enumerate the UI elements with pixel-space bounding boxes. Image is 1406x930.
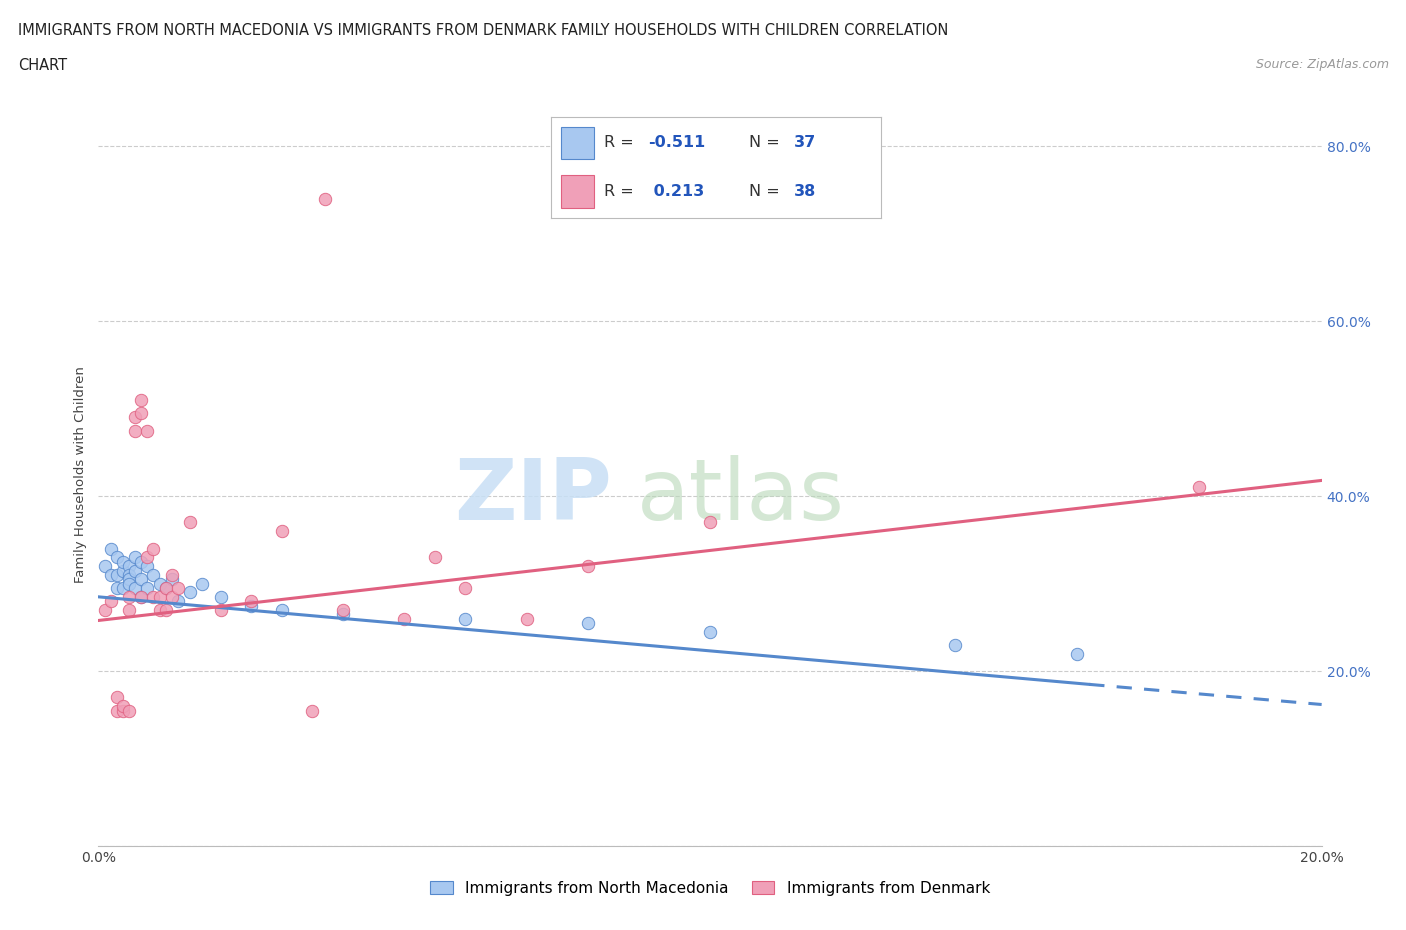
Point bbox=[332, 603, 354, 618]
Point bbox=[301, 703, 323, 718]
Point bbox=[129, 554, 152, 569]
Text: 37: 37 bbox=[794, 135, 815, 151]
Point bbox=[270, 603, 292, 618]
Point bbox=[1066, 646, 1088, 661]
Point bbox=[209, 603, 232, 618]
Point bbox=[136, 550, 159, 565]
Point bbox=[209, 590, 232, 604]
Point bbox=[576, 559, 599, 574]
Point bbox=[129, 572, 152, 587]
Text: Source: ZipAtlas.com: Source: ZipAtlas.com bbox=[1256, 58, 1389, 71]
Point bbox=[118, 567, 141, 582]
Point bbox=[105, 703, 128, 718]
Point bbox=[516, 611, 538, 626]
Point bbox=[142, 590, 165, 604]
Point bbox=[155, 603, 177, 618]
Point bbox=[136, 580, 159, 595]
Text: 0.213: 0.213 bbox=[648, 183, 704, 198]
Point bbox=[129, 590, 152, 604]
Point bbox=[179, 515, 201, 530]
Point bbox=[240, 593, 263, 608]
Point bbox=[149, 590, 172, 604]
Point bbox=[124, 423, 146, 438]
Point bbox=[100, 541, 122, 556]
Point bbox=[149, 577, 172, 591]
Point bbox=[129, 590, 152, 604]
Text: ZIP: ZIP bbox=[454, 455, 612, 538]
Text: R =: R = bbox=[603, 135, 638, 151]
Point bbox=[576, 616, 599, 631]
Point bbox=[118, 559, 141, 574]
Point bbox=[111, 564, 134, 578]
Point bbox=[142, 567, 165, 582]
Text: IMMIGRANTS FROM NORTH MACEDONIA VS IMMIGRANTS FROM DENMARK FAMILY HOUSEHOLDS WIT: IMMIGRANTS FROM NORTH MACEDONIA VS IMMIG… bbox=[18, 23, 949, 38]
Point bbox=[111, 698, 134, 713]
Text: R =: R = bbox=[603, 183, 638, 198]
Legend: Immigrants from North Macedonia, Immigrants from Denmark: Immigrants from North Macedonia, Immigra… bbox=[423, 875, 997, 902]
Point bbox=[129, 392, 152, 407]
Point bbox=[129, 405, 152, 420]
Point bbox=[191, 577, 214, 591]
Point bbox=[100, 593, 122, 608]
Y-axis label: Family Households with Children: Family Households with Children bbox=[73, 365, 87, 583]
FancyBboxPatch shape bbox=[561, 127, 593, 159]
Point bbox=[93, 559, 115, 574]
Point bbox=[240, 598, 263, 613]
Point bbox=[699, 515, 721, 530]
Point bbox=[124, 564, 146, 578]
Point bbox=[392, 611, 416, 626]
Point bbox=[105, 567, 128, 582]
Text: N =: N = bbox=[749, 183, 785, 198]
Point bbox=[270, 524, 292, 538]
Point bbox=[454, 611, 477, 626]
Point bbox=[423, 550, 446, 565]
Point bbox=[124, 410, 146, 425]
Point bbox=[118, 577, 141, 591]
Point bbox=[111, 703, 134, 718]
Text: 38: 38 bbox=[794, 183, 815, 198]
Point bbox=[155, 580, 177, 595]
Point bbox=[179, 585, 201, 600]
Text: N =: N = bbox=[749, 135, 785, 151]
Text: CHART: CHART bbox=[18, 58, 67, 73]
Point bbox=[160, 590, 183, 604]
Point bbox=[136, 559, 159, 574]
Point bbox=[100, 567, 122, 582]
Point bbox=[118, 703, 141, 718]
Point bbox=[167, 593, 190, 608]
Point bbox=[105, 580, 128, 595]
Point bbox=[699, 624, 721, 639]
Point bbox=[314, 192, 336, 206]
Point bbox=[105, 550, 128, 565]
Point bbox=[118, 572, 141, 587]
Point bbox=[167, 580, 190, 595]
Point bbox=[136, 423, 159, 438]
Point bbox=[332, 607, 354, 622]
Point bbox=[124, 580, 146, 595]
Point bbox=[155, 580, 177, 595]
Point bbox=[111, 580, 134, 595]
Text: -0.511: -0.511 bbox=[648, 135, 706, 151]
Text: atlas: atlas bbox=[637, 455, 845, 538]
Point bbox=[160, 567, 183, 582]
FancyBboxPatch shape bbox=[561, 176, 593, 207]
Point bbox=[160, 572, 183, 587]
Point bbox=[118, 590, 141, 604]
Point bbox=[149, 603, 172, 618]
Point bbox=[142, 541, 165, 556]
Point bbox=[1188, 480, 1211, 495]
Point bbox=[943, 638, 966, 653]
Point bbox=[124, 550, 146, 565]
Point bbox=[454, 580, 477, 595]
Point bbox=[93, 603, 115, 618]
Point bbox=[118, 603, 141, 618]
Point bbox=[111, 554, 134, 569]
Point bbox=[105, 690, 128, 705]
